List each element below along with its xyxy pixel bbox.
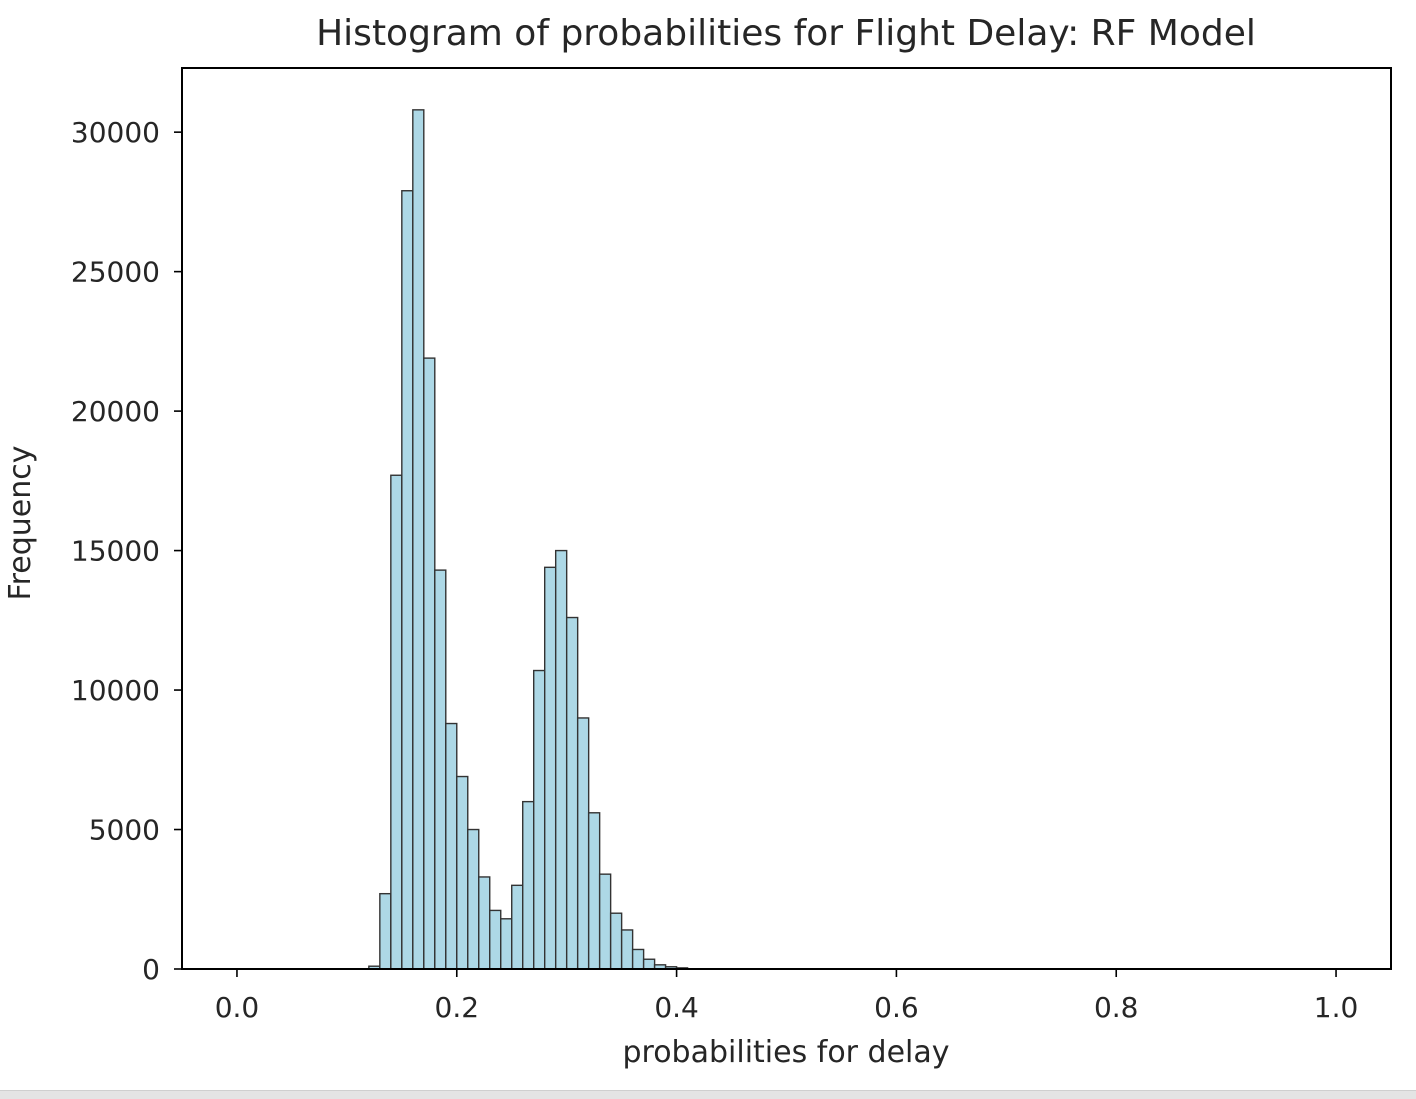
histogram-bar (468, 830, 479, 969)
y-tick-label: 0 (142, 953, 160, 986)
x-axis-ticks: 0.0 0.2 0.4 0.6 0.8 1.0 (215, 969, 1359, 1024)
histogram-bar (523, 802, 534, 969)
histogram-bar (622, 930, 633, 969)
histogram-bar (391, 475, 402, 969)
histogram-bar (633, 949, 644, 969)
y-axis-label: Frequency (3, 446, 38, 601)
x-axis-label: probabilities for delay (622, 1035, 949, 1070)
x-tick-label: 0.2 (435, 991, 480, 1024)
y-tick-label: 5000 (89, 814, 160, 847)
y-tick-label: 20000 (71, 395, 160, 428)
histogram-bar (457, 777, 468, 969)
histogram-bar (413, 110, 424, 969)
histogram-bar (402, 191, 413, 969)
x-tick-label: 0.8 (1094, 991, 1139, 1024)
x-tick-label: 1.0 (1314, 991, 1359, 1024)
x-tick-label: 0.6 (874, 991, 919, 1024)
histogram-bar (644, 959, 655, 969)
histogram-bar (589, 813, 600, 969)
histogram-bar (600, 874, 611, 969)
y-tick-label: 30000 (71, 116, 160, 149)
plot-frame (182, 68, 1391, 969)
histogram-bar (556, 551, 567, 969)
y-tick-label: 15000 (71, 535, 160, 568)
histogram-bar (578, 718, 589, 969)
histogram-bar (446, 724, 457, 969)
histogram-bar (424, 358, 435, 969)
histogram-bar (534, 671, 545, 969)
x-tick-label: 0.0 (215, 991, 260, 1024)
chart-title: Histogram of probabilities for Flight De… (316, 13, 1256, 54)
histogram-bar (567, 618, 578, 969)
histogram-bar (545, 567, 556, 969)
y-tick-label: 25000 (71, 256, 160, 289)
histogram-bar (501, 919, 512, 969)
y-tick-label: 10000 (71, 674, 160, 707)
y-axis-ticks: 0 5000 10000 15000 20000 25000 30000 (71, 116, 182, 986)
bars-group (369, 110, 699, 969)
x-tick-label: 0.4 (654, 991, 699, 1024)
histogram-bar (490, 910, 501, 969)
histogram-bar (512, 885, 523, 969)
histogram-bar (435, 570, 446, 969)
histogram-bar (611, 913, 622, 969)
histogram-bar (479, 877, 490, 969)
histogram-bar (380, 894, 391, 969)
